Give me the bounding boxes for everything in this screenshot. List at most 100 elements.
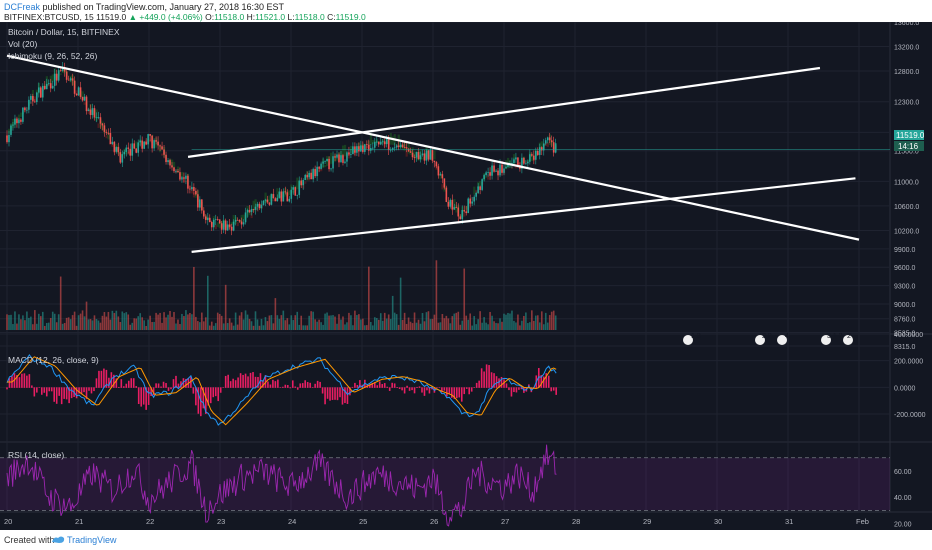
macd-histogram-bar	[205, 387, 207, 414]
candle-body	[306, 174, 308, 178]
tradingview-brand-link[interactable]: TradingView	[67, 535, 117, 545]
volume-bar	[26, 311, 28, 330]
macd-histogram-bar	[43, 387, 46, 393]
volume-bar	[288, 324, 291, 330]
open-label: O:	[205, 12, 215, 22]
candle-body	[513, 159, 515, 163]
volume-bar	[65, 317, 68, 330]
rsi-line	[6, 444, 557, 527]
macd-histogram-bar	[294, 386, 297, 388]
symbol-line: BITFINEX:BTCUSD, 15 11519.0 ▲ +449.0 (+4…	[4, 12, 366, 22]
macd-histogram-bar	[237, 377, 239, 388]
candle-body	[51, 85, 54, 89]
event-marker-icon[interactable]	[755, 335, 765, 345]
chart-area[interactable]: 13600.013200.012800.012300.011800.011500…	[0, 22, 932, 530]
volume-bar	[248, 318, 251, 330]
volume-bar	[205, 317, 207, 330]
volume-bar	[538, 322, 541, 330]
event-marker-icon[interactable]	[843, 335, 853, 345]
macd-histogram-bar	[26, 375, 28, 388]
macd-histogram-bar	[90, 387, 93, 394]
rsi-tick-label: 20.00	[894, 521, 912, 528]
candle-body	[433, 160, 436, 163]
volume-bar	[155, 312, 157, 330]
candle-body	[39, 87, 42, 98]
candle-body	[459, 216, 462, 220]
candle-body	[155, 140, 157, 142]
candle-body	[552, 142, 555, 153]
price-candles	[6, 61, 890, 236]
macd-histogram-bar	[393, 383, 396, 388]
volume-bar	[167, 314, 169, 330]
cloud-segment	[230, 221, 233, 226]
countdown-text: 14:16	[898, 142, 919, 151]
volume-bar	[509, 313, 511, 330]
macd-histogram-bar	[132, 378, 135, 388]
macd-histogram-bar	[120, 379, 123, 388]
volume-bar	[536, 315, 539, 330]
volume-bar	[290, 315, 293, 330]
volume-bar	[483, 317, 485, 330]
time-tick-label: 23	[217, 517, 225, 526]
volume-bar	[505, 314, 507, 330]
legend-macd: MACD (12, 26, close, 9)	[8, 355, 99, 365]
chart-svg[interactable]: 13600.013200.012800.012300.011800.011500…	[0, 22, 932, 530]
volume-bar	[479, 311, 481, 330]
legend-title: Bitcoin / Dollar, 15, BITFINEX	[8, 27, 120, 37]
candle-body	[330, 168, 332, 170]
time-tick-label: 28	[572, 517, 580, 526]
event-marker-icon[interactable]	[821, 335, 831, 345]
macd-histogram-bar	[540, 375, 543, 388]
candle-body	[133, 143, 136, 149]
price-tick-label: 12300.0	[894, 100, 919, 107]
macd-histogram-bar	[458, 387, 461, 398]
event-marker-icon[interactable]	[683, 335, 693, 345]
macd-histogram-bar	[239, 373, 242, 388]
candle-body	[421, 153, 424, 156]
macd-histogram-bar	[125, 383, 128, 388]
symbol-name: BITFINEX:BTCUSD, 15	[4, 12, 94, 22]
volume-bar	[447, 318, 450, 330]
candle-body	[113, 141, 116, 152]
candle-body	[544, 140, 547, 144]
volume-bar	[375, 318, 378, 330]
volume-bar	[461, 320, 464, 330]
macd-histogram-bar	[460, 387, 463, 402]
macd-histogram-bar	[428, 387, 431, 394]
macd-histogram-bar	[282, 386, 284, 388]
candle-body	[191, 187, 193, 190]
cloud-segment	[190, 188, 194, 194]
macd-histogram-bar	[446, 387, 448, 397]
candle-body	[529, 154, 531, 162]
macd-tick-label: 200.0000	[894, 359, 923, 366]
macd-histogram-bar	[301, 383, 304, 388]
candle-body	[535, 150, 537, 160]
price-tick-label: 10600.0	[894, 204, 919, 211]
volume-bar	[266, 321, 269, 330]
candle-body	[517, 157, 519, 165]
author-link[interactable]: DCFreak	[4, 2, 41, 12]
volume-bar	[320, 322, 322, 330]
candle-body	[328, 158, 330, 170]
candle-body	[57, 70, 60, 81]
candle-body	[71, 78, 74, 81]
footer: Created with TradingView	[0, 530, 932, 550]
macd-histogram-bar	[192, 387, 195, 394]
event-marker-icon[interactable]	[777, 335, 787, 345]
candle-body	[258, 203, 261, 209]
volume-bar	[425, 312, 428, 330]
volume-bar	[373, 317, 376, 330]
candle-body	[181, 177, 183, 180]
cloud-segment	[180, 171, 184, 178]
macd-histogram-bar	[95, 378, 98, 388]
volume-bar	[34, 310, 36, 330]
volume-bar	[294, 315, 297, 330]
candle-body	[161, 146, 163, 150]
volume-bar	[332, 315, 334, 330]
volume-bar	[552, 310, 555, 330]
volume-bar	[264, 317, 267, 330]
macd-histogram-bar	[147, 387, 150, 405]
macd-histogram-bar	[354, 382, 356, 388]
candle-body	[503, 168, 505, 173]
macd-histogram-bar	[391, 382, 393, 388]
